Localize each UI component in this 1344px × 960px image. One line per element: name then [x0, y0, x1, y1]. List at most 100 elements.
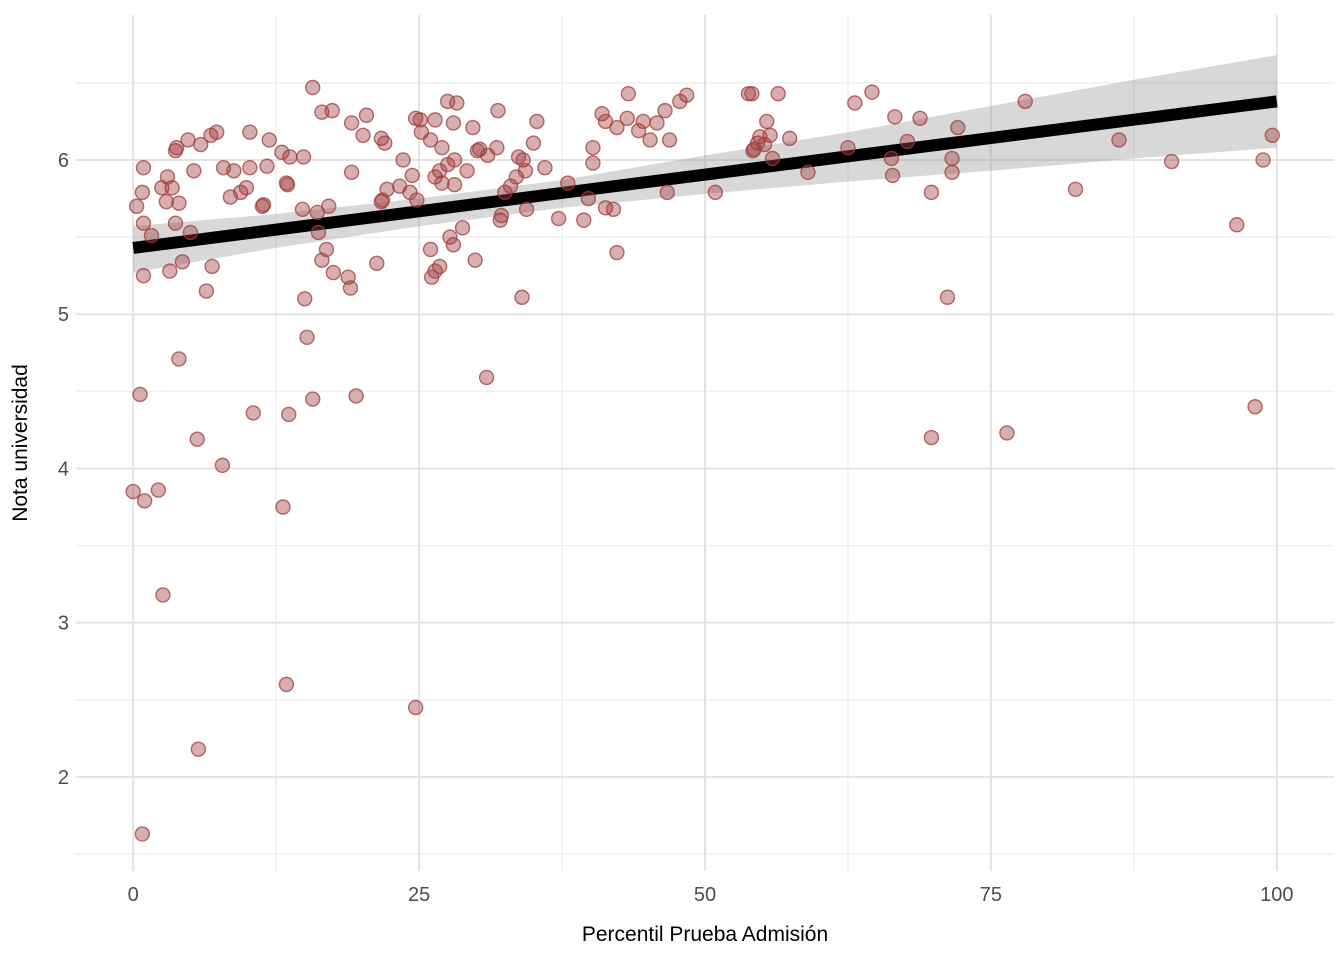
data-point — [884, 167, 901, 184]
data-point — [189, 431, 205, 447]
data-point — [999, 425, 1015, 441]
data-point — [136, 493, 153, 509]
data-point — [1229, 217, 1245, 233]
data-point — [642, 132, 658, 148]
data-point — [198, 283, 215, 299]
data-point — [379, 181, 395, 197]
y-axis-tick-labels: 2 3 4 5 6 — [58, 150, 69, 789]
x-tick-label: 0 — [128, 884, 139, 906]
data-point — [135, 267, 152, 284]
data-point — [318, 241, 335, 258]
data-point — [242, 159, 258, 176]
data-point — [493, 207, 510, 224]
data-point — [1247, 399, 1263, 415]
data-point — [537, 159, 553, 176]
data-point — [550, 210, 567, 227]
data-point — [208, 124, 225, 140]
confidence-band — [133, 55, 1277, 273]
data-point — [158, 193, 175, 210]
data-point — [125, 483, 141, 500]
data-point — [762, 127, 778, 144]
data-point — [171, 195, 187, 211]
data-point — [840, 139, 856, 156]
data-point — [445, 237, 462, 253]
data-point — [759, 113, 775, 130]
data-point — [609, 244, 625, 261]
data-point — [744, 85, 760, 102]
data-point — [1067, 181, 1084, 197]
scatter-points-layer — [125, 79, 1280, 842]
data-point — [391, 178, 408, 194]
data-point — [597, 113, 614, 130]
data-point — [134, 826, 151, 842]
data-point — [657, 102, 673, 119]
data-point — [472, 141, 488, 157]
y-tick-label: 4 — [58, 458, 69, 480]
y-tick-label: 3 — [58, 613, 69, 635]
data-point — [1017, 93, 1033, 110]
y-tick-label: 2 — [58, 767, 69, 789]
data-point — [442, 229, 458, 245]
data-point — [619, 110, 635, 127]
data-point — [1255, 152, 1271, 168]
data-point — [305, 391, 321, 407]
data-point — [740, 85, 757, 102]
data-point — [899, 133, 916, 150]
data-point — [597, 200, 614, 216]
data-point — [413, 124, 430, 140]
data-point — [167, 215, 184, 231]
data-point — [281, 406, 297, 423]
data-point — [585, 155, 601, 171]
data-point — [912, 110, 928, 127]
grid-major-lines — [76, 15, 1334, 871]
data-point — [135, 215, 152, 231]
data-point — [518, 201, 535, 218]
data-point — [489, 139, 505, 156]
data-point — [1163, 153, 1180, 170]
data-point — [294, 201, 311, 218]
data-point — [864, 84, 880, 100]
data-point — [259, 158, 275, 174]
data-point — [580, 190, 597, 207]
x-tick-label: 75 — [980, 884, 1002, 906]
data-point — [427, 112, 443, 128]
data-point — [950, 119, 966, 136]
data-point — [944, 164, 960, 181]
data-point — [847, 95, 863, 111]
data-point — [238, 180, 255, 196]
data-point — [180, 132, 196, 148]
data-point — [297, 291, 313, 307]
x-tick-label: 100 — [1260, 884, 1293, 906]
data-point — [1264, 127, 1280, 144]
data-point — [132, 386, 148, 403]
data-point — [340, 269, 356, 285]
data-point — [514, 289, 530, 305]
data-point — [529, 113, 545, 130]
data-point — [434, 139, 450, 156]
data-point — [255, 197, 272, 213]
data-point — [171, 351, 187, 367]
data-point — [245, 405, 261, 421]
data-point — [261, 132, 277, 148]
data-point — [446, 176, 463, 193]
data-point — [923, 429, 940, 446]
data-point — [182, 224, 199, 241]
data-point — [445, 115, 462, 131]
data-point — [560, 175, 576, 191]
data-point — [594, 106, 610, 122]
data-point — [659, 184, 675, 201]
data-point — [883, 150, 900, 167]
data-point — [215, 159, 232, 176]
data-point — [162, 263, 178, 279]
data-point — [635, 113, 651, 130]
data-point — [134, 184, 151, 201]
data-point — [502, 178, 519, 194]
data-point — [649, 115, 665, 131]
x-axis-title: Percentil Prueba Admisión — [582, 923, 828, 946]
data-point — [324, 102, 340, 119]
data-point — [168, 139, 185, 156]
y-tick-label: 5 — [58, 304, 69, 326]
data-point — [431, 163, 448, 179]
